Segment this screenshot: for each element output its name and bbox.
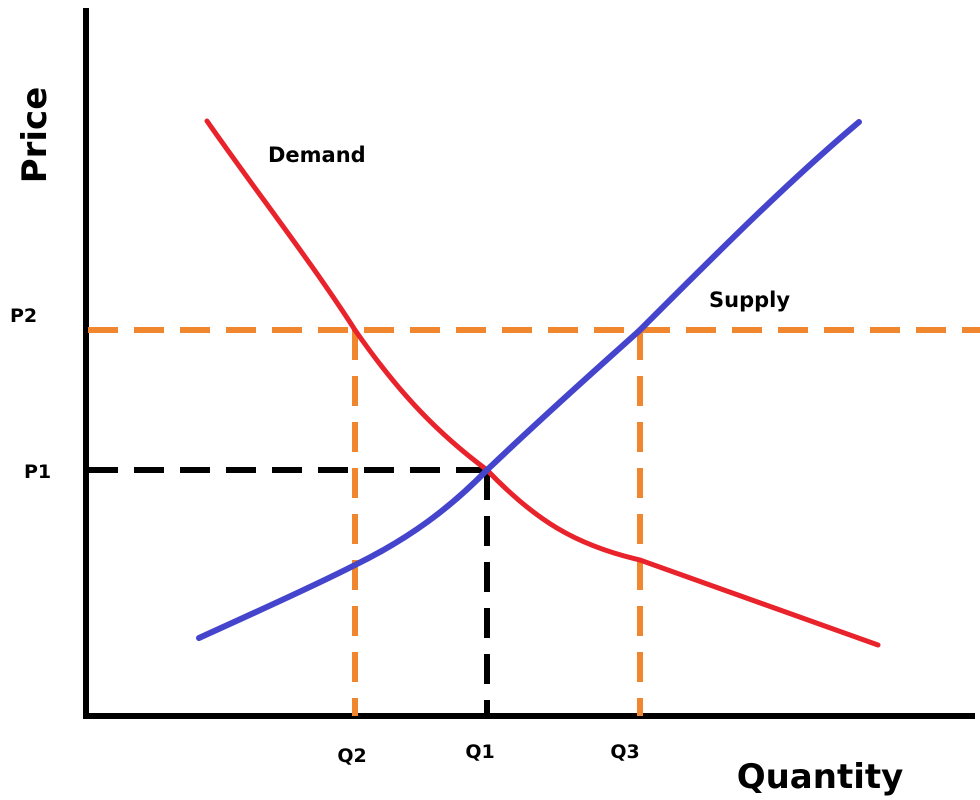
p1-label: P1 xyxy=(24,461,51,483)
y-axis-title: Price xyxy=(15,87,55,184)
supply-curve xyxy=(196,119,862,641)
q2-label: Q2 xyxy=(337,745,366,767)
x-axis-title: Quantity xyxy=(737,757,904,797)
demand-curve xyxy=(204,118,881,648)
p2-label: P2 xyxy=(10,305,37,327)
q3-label: Q3 xyxy=(610,741,639,763)
demand-label: Demand xyxy=(268,143,366,167)
supply-label: Supply xyxy=(709,288,790,312)
q1-label: Q1 xyxy=(465,741,494,763)
